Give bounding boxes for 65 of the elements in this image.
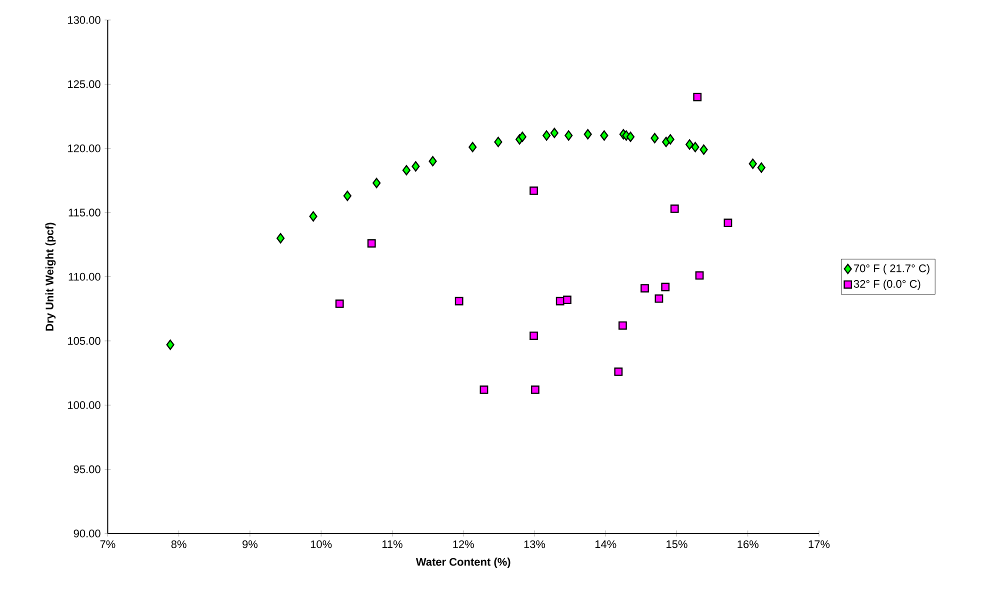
point — [724, 218, 732, 228]
y-tick-label: 120.00 — [68, 144, 100, 152]
point — [542, 130, 551, 141]
point — [600, 130, 608, 141]
point — [309, 211, 318, 222]
point — [666, 134, 674, 145]
y-tick-label: 115.00 — [68, 208, 100, 216]
point — [686, 139, 694, 150]
point — [670, 204, 679, 213]
point — [640, 284, 649, 292]
point — [584, 129, 592, 140]
x-tick-label: 8% — [171, 540, 186, 548]
x-tick-label: 11% — [382, 540, 402, 548]
legend-label: 32° F (0.0° C) — [854, 280, 920, 290]
point — [428, 156, 437, 166]
point — [614, 368, 623, 376]
point — [650, 132, 659, 144]
y-tick-label: 110.00 — [68, 272, 100, 281]
point — [695, 271, 704, 280]
point — [661, 282, 670, 292]
point — [654, 294, 664, 303]
point — [335, 300, 344, 308]
x-tick-label: 10% — [310, 540, 332, 548]
x-tick-label: 16% — [738, 540, 758, 548]
y-tick-label: 90.00 — [74, 530, 100, 538]
point — [564, 130, 573, 141]
y-tick-label: 105.00 — [68, 337, 100, 345]
point — [530, 332, 538, 340]
point — [757, 162, 766, 173]
point — [700, 144, 708, 155]
point — [402, 164, 410, 176]
point — [372, 178, 381, 188]
point — [454, 296, 464, 306]
point — [468, 142, 477, 152]
x-tick-label: 12% — [453, 540, 474, 548]
point — [693, 92, 702, 102]
point — [618, 321, 627, 330]
x-tick-label: 13% — [524, 540, 546, 548]
point — [530, 386, 540, 394]
point — [748, 158, 757, 169]
y-tick-label: 100.00 — [68, 401, 100, 410]
point — [276, 233, 285, 244]
y-tick-label: 125.00 — [68, 80, 100, 88]
point — [626, 132, 635, 142]
point — [166, 340, 174, 350]
y-tick-label: 95.00 — [74, 465, 100, 474]
point — [518, 132, 526, 142]
point — [480, 386, 488, 394]
x-axis-title: Water Content (%) — [416, 558, 510, 568]
point — [494, 136, 502, 148]
point — [412, 161, 420, 172]
y-axis-title: Dry Unit Weight (pcf) — [45, 222, 56, 331]
x-tick-label: 9% — [242, 540, 258, 548]
point — [691, 142, 700, 152]
point — [530, 186, 538, 195]
point — [343, 190, 352, 202]
x-tick-label: 15% — [666, 540, 688, 548]
point — [367, 239, 376, 248]
y-tick-label: 130.00 — [68, 16, 100, 24]
point — [563, 296, 572, 304]
x-tick-label: 17% — [808, 540, 830, 548]
x-tick-label: 14% — [595, 540, 616, 548]
x-tick-label: 7% — [100, 540, 116, 548]
point — [550, 128, 558, 138]
legend-label: 70° F ( 21.7° C) — [854, 264, 930, 274]
